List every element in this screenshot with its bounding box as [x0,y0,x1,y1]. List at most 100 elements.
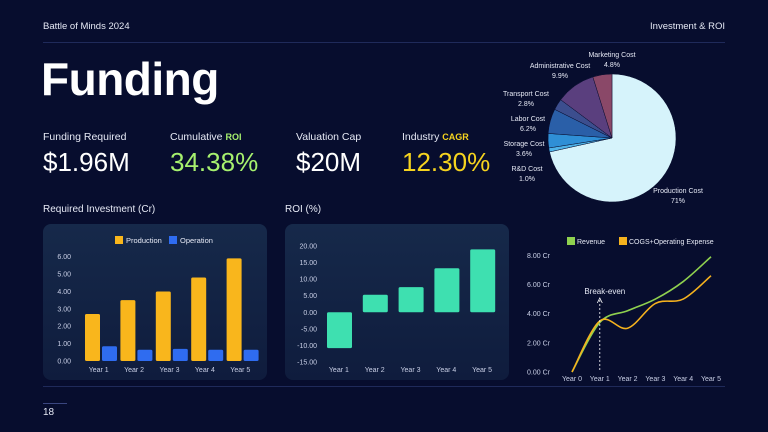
legend-swatch-operation [169,236,177,244]
investment-chart-panel: 0.00 1.00 2.00 3.00 4.00 5.00 6.00 Year 1 Year 2… [43,224,267,380]
roi-bar-2 [362,294,388,313]
y-tick-label: 10.00 [299,277,317,284]
metric-label-highlight: CAGR [442,132,469,142]
x-tick-label: Year 2 [365,367,385,374]
pie-label: Production Cost [653,188,703,195]
metric-label-text: Industry [402,131,443,143]
break-even-arrow-icon [596,297,603,304]
pie-label: Administrative Cost [530,63,590,70]
cost-breakdown-pie-chart: Production Cost 71% R&D Cost 1.0% Storage Co… [503,52,703,205]
legend-label: Operation [180,236,213,245]
page-number: 18 [43,407,55,418]
pie-percent-label: 1.0% [519,176,535,183]
y-tick-label: 3.00 [57,306,71,313]
x-tick-label: Year 0 [562,376,582,383]
x-tick-label: Year 5 [701,376,721,383]
pie-label: Marketing Cost [588,52,635,59]
y-tick-label: 2.00 [57,324,71,331]
metric-value-4: 12.30% [402,147,491,177]
x-tick-label: Year 5 [230,367,250,374]
bar-operation-3 [172,348,188,361]
y-tick-label: 5.00 [57,272,71,279]
bar-production-3 [155,291,171,361]
x-tick-label: Year 3 [645,376,665,383]
y-tick-label: 0.00 [57,359,71,366]
x-tick-label: Year 5 [472,367,492,374]
break-even-line-chart: 0.00 Cr 2.00 Cr 4.00 Cr 6.00 Cr 8.00 Cr Year … [527,237,721,383]
pie-slice-production-cost [549,73,677,203]
metric-label-3: Valuation Cap [296,131,361,143]
bar-operation-2 [137,349,153,361]
pie-label: R&D Cost [511,166,542,173]
series-line-cogs-operating-expense [571,275,712,373]
roi-bar-5 [470,249,496,313]
metric-label-1: Funding Required [43,131,126,143]
x-tick-label: Year 4 [673,376,693,383]
x-tick-label: Year 4 [195,367,215,374]
y-tick-label: 0.00 Cr [527,370,551,377]
x-tick-label: Year 1 [329,367,349,374]
x-tick-label: Year 4 [436,367,456,374]
roi-bar-chart: -15.00 -10.00 -5.00 0.00 5.00 10.00 15.00 20.00… [297,244,496,374]
roi-chart-title: ROI (%) [285,204,322,215]
bar-operation-4 [208,349,224,361]
x-tick-label: Year 2 [618,376,638,383]
page-number-bar [43,403,67,404]
slide-section-title: Investment & ROI [650,21,725,32]
pie-percent-label: 4.8% [604,62,620,69]
y-tick-label: 4.00 [57,289,71,296]
y-tick-label: -5.00 [301,326,317,333]
pie-percent-label: 9.9% [552,73,568,80]
bar-production-2 [120,300,136,361]
legend-label: COGS+Operating Expense [629,239,714,246]
x-tick-label: Year 1 [590,376,610,383]
page-title: Funding [41,53,219,105]
y-tick-label: -15.00 [297,360,317,367]
bar-production-1 [85,314,100,361]
legend-swatch [619,237,627,245]
pie-percent-label: 2.8% [518,101,534,108]
metric-label-4: Industry CAGR [402,131,469,143]
y-tick-label: 0.00 [303,310,317,317]
break-even-label: Break-even [584,287,625,296]
metric-value-2: 34.38% [170,147,259,177]
bar-operation-1 [102,346,117,361]
pie-slice-marketing-cost [592,73,613,139]
investment-chart-title: Required Investment (Cr) [43,204,156,215]
roi-bar-1 [327,312,352,349]
x-tick-label: Year 3 [401,367,421,374]
x-tick-label: Year 1 [89,367,109,374]
pie-percent-label: 6.2% [520,126,536,133]
metric-value-1: $1.96M [43,147,130,177]
metric-label-text: Cumulative [170,131,226,143]
y-tick-label: -10.00 [297,343,317,350]
roi-chart-panel: -15.00 -10.00 -5.00 0.00 5.00 10.00 15.00 20.00… [285,224,509,380]
metric-value-3: $20M [296,147,362,177]
footer-divider [43,386,725,387]
roi-bar-4 [434,268,460,313]
y-tick-label: 5.00 [303,293,317,300]
metric-label-text: Valuation Cap [296,131,362,143]
y-tick-label: 6.00 Cr [527,282,551,289]
pie-percent-label: 71% [671,198,685,205]
metric-label-text: Funding Required [43,131,127,143]
pie-label: Transport Cost [503,91,549,98]
header-divider [43,42,725,43]
pie-percent-label: 3.6% [516,151,532,158]
pie-label: Labor Cost [511,116,545,123]
y-tick-label: 2.00 Cr [527,340,551,347]
pie-label: Storage Cost [504,141,545,148]
y-tick-label: 8.00 Cr [527,253,551,260]
metric-label-highlight: ROI [225,132,242,142]
x-tick-label: Year 2 [124,367,144,374]
x-tick-label: Year 3 [160,367,180,374]
investment-bar-chart: 0.00 1.00 2.00 3.00 4.00 5.00 6.00 Year 1 Year 2… [57,236,259,374]
y-tick-label: 1.00 [57,341,71,348]
legend-swatch-production [115,236,123,244]
roi-bar-3 [398,287,424,313]
bar-production-5 [226,258,242,361]
y-tick-label: 20.00 [299,244,317,251]
series-line-revenue [571,256,712,373]
y-tick-label: 4.00 Cr [527,311,551,318]
y-tick-label: 15.00 [299,260,317,267]
